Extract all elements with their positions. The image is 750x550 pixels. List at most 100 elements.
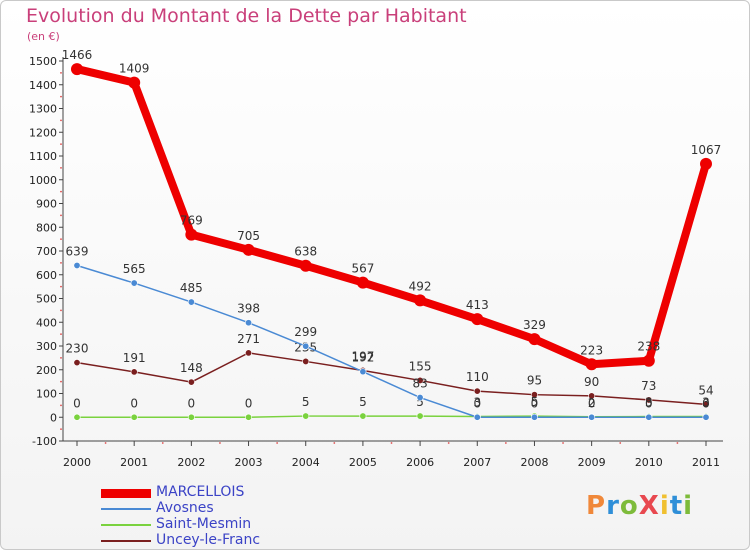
y-tick-label: 900 — [36, 198, 57, 211]
y-tick-label: 1500 — [29, 55, 57, 68]
x-tick-label: 2005 — [349, 456, 377, 469]
y-tick-label: 500 — [36, 293, 57, 306]
data-label-uncey-le-franc: 197 — [351, 349, 374, 363]
data-point-avosnes — [302, 342, 310, 350]
y-minor-dot — [60, 238, 62, 241]
data-label-marcellois: 705 — [237, 229, 260, 243]
data-point-saint-mesmin — [359, 412, 367, 420]
data-label-uncey-le-franc: 110 — [466, 370, 489, 384]
data-point-saint-mesmin — [73, 413, 81, 421]
y-minor-dot — [60, 428, 62, 431]
proxiti-logo: ProXiti — [586, 491, 693, 521]
data-point-avosnes — [130, 279, 138, 287]
data-point-marcellois — [185, 228, 198, 241]
data-label-marcellois: 769 — [180, 214, 203, 228]
logo-letter: t — [669, 491, 684, 521]
y-tick-label: 700 — [36, 245, 57, 258]
y-tick-label: 600 — [36, 269, 57, 282]
data-point-uncey-le-franc — [416, 376, 424, 384]
x-tick-label: 2007 — [463, 456, 491, 469]
y-minor-dot — [60, 143, 62, 146]
x-minor-dot — [104, 442, 107, 444]
y-tick-label: 100 — [36, 388, 57, 401]
data-label-saint-mesmin: 5 — [359, 395, 367, 409]
data-label-avosnes: 0 — [645, 396, 653, 410]
series-line-marcellois — [73, 65, 710, 369]
x-minor-dot — [333, 442, 336, 444]
data-point-marcellois — [414, 294, 427, 307]
data-label-marcellois: 1466 — [62, 48, 93, 62]
data-label-saint-mesmin: 3 — [473, 396, 481, 410]
x-minor-dot — [390, 442, 393, 444]
data-label-uncey-le-franc: 90 — [584, 375, 599, 389]
x-minor-dot — [619, 442, 622, 444]
data-label-uncey-le-franc: 155 — [409, 359, 432, 373]
series-line-uncey-le-franc — [76, 352, 707, 406]
data-label-avosnes: 485 — [180, 281, 203, 295]
y-minor-dot — [60, 261, 62, 264]
y-tick-label: 1200 — [29, 126, 57, 139]
data-point-saint-mesmin — [187, 413, 195, 421]
data-label-marcellois: 638 — [294, 245, 317, 259]
data-point-saint-mesmin — [245, 413, 253, 421]
data-label-marcellois: 492 — [409, 279, 432, 293]
legend-label-avosnes: Avosnes — [156, 500, 214, 516]
x-tick-label: 2006 — [406, 456, 434, 469]
data-point-avosnes — [416, 394, 424, 402]
data-point-avosnes — [645, 413, 653, 421]
data-label-marcellois: 238 — [637, 340, 660, 354]
data-label-marcellois: 223 — [580, 343, 603, 357]
x-minor-dot — [562, 442, 564, 444]
data-label-uncey-le-franc: 230 — [66, 342, 89, 356]
y-minor-dot — [60, 71, 62, 74]
x-tick-label: 2002 — [177, 456, 205, 469]
data-point-marcellois — [471, 313, 484, 326]
data-point-marcellois — [242, 243, 255, 256]
legend-swatch-avosnes — [101, 508, 151, 510]
data-point-saint-mesmin — [130, 413, 138, 421]
data-label-saint-mesmin: 0 — [188, 396, 196, 410]
y-tick-label: 1100 — [29, 150, 57, 163]
data-label-saint-mesmin: 2 — [588, 396, 596, 410]
legend-label-uncey-le-franc: Uncey-le-Franc — [156, 532, 261, 548]
data-point-saint-mesmin — [416, 412, 424, 420]
x-minor-dot — [447, 442, 450, 444]
y-minor-dot — [60, 333, 62, 336]
y-minor-dot — [60, 309, 62, 312]
data-point-marcellois — [356, 276, 369, 289]
data-label-avosnes: 0 — [588, 396, 596, 410]
data-label-saint-mesmin: 5 — [302, 395, 310, 409]
data-label-uncey-le-franc: 148 — [180, 361, 203, 375]
data-point-uncey-le-franc — [302, 357, 310, 365]
data-label-saint-mesmin: 0 — [73, 396, 81, 410]
y-minor-dot — [60, 404, 62, 407]
data-point-uncey-le-franc — [588, 392, 596, 400]
data-point-avosnes — [73, 261, 81, 269]
data-label-avosnes: 0 — [531, 396, 539, 410]
x-minor-dot — [276, 442, 279, 444]
x-tick-label: 2004 — [292, 456, 320, 469]
y-minor-dot — [60, 119, 62, 122]
legend-label-marcellois: MARCELLOIS — [156, 484, 245, 500]
y-minor-dot — [60, 190, 62, 193]
data-label-avosnes: 192 — [351, 351, 374, 365]
data-point-avosnes — [702, 413, 710, 421]
data-point-avosnes — [187, 298, 195, 306]
series-line-avosnes — [76, 264, 707, 418]
data-label-avosnes: 0 — [473, 396, 481, 410]
data-point-uncey-le-franc — [530, 391, 538, 399]
data-label-uncey-le-franc: 95 — [527, 374, 542, 388]
data-point-saint-mesmin — [302, 412, 310, 420]
data-point-uncey-le-franc — [130, 368, 138, 376]
data-point-avosnes — [588, 413, 596, 421]
data-point-avosnes — [473, 413, 481, 421]
data-label-avosnes: 83 — [412, 377, 427, 391]
logo-letter: o — [619, 491, 639, 521]
data-point-marcellois — [71, 63, 83, 76]
data-point-avosnes — [530, 413, 538, 421]
data-point-marcellois — [585, 358, 598, 371]
data-label-marcellois: 1067 — [691, 143, 722, 157]
logo-letter: X — [638, 491, 660, 521]
data-point-marcellois — [299, 259, 312, 272]
